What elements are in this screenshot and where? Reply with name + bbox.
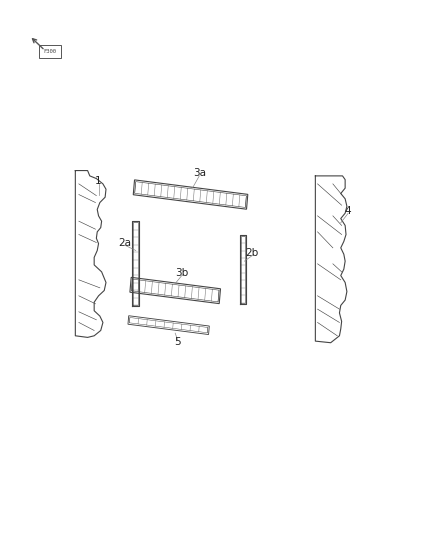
Text: F300: F300 <box>43 49 57 54</box>
Text: 3a: 3a <box>193 168 206 178</box>
Text: 2a: 2a <box>118 238 131 247</box>
Text: 5: 5 <box>174 337 181 347</box>
Text: 1: 1 <box>95 176 102 186</box>
FancyBboxPatch shape <box>39 45 61 58</box>
Text: 2b: 2b <box>245 248 258 258</box>
Text: 4: 4 <box>345 206 352 215</box>
Text: 3b: 3b <box>175 268 188 278</box>
